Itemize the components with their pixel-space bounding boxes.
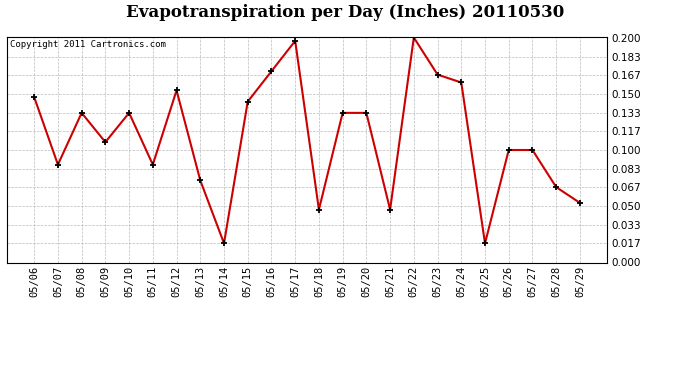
Text: Evapotranspiration per Day (Inches) 20110530: Evapotranspiration per Day (Inches) 2011… xyxy=(126,4,564,21)
Text: Copyright 2011 Cartronics.com: Copyright 2011 Cartronics.com xyxy=(10,40,166,49)
